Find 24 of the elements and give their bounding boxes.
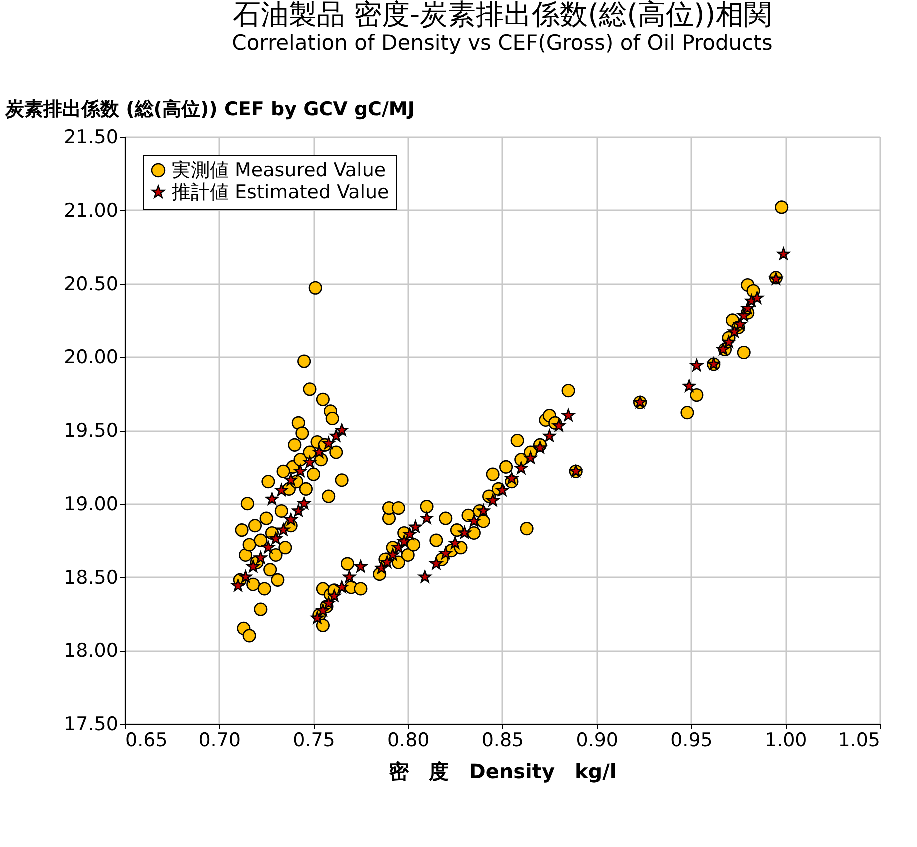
y-tick-label: 18.00 [64, 640, 118, 662]
x-tick-label: 0.80 [387, 730, 430, 752]
y-tick-label: 21.00 [64, 200, 118, 222]
x-tick-label: 0.90 [576, 730, 619, 752]
x-tick-label: 0.85 [482, 730, 524, 752]
y-tick-label: 17.50 [64, 714, 118, 736]
y-tick-label: 19.00 [64, 493, 118, 516]
x-tick-label: 0.95 [670, 730, 713, 752]
chart-title: 石油製品 密度-炭素排出係数(総(高位))相関 [233, 0, 772, 31]
x-tick-label: 0.75 [293, 730, 336, 752]
legend-label: 実測値 Measured Value [172, 160, 386, 182]
x-axis-title: 密 度 Density kg/l [389, 760, 617, 784]
legend-label: 推計値 Estimated Value [172, 182, 390, 204]
x-tick-label: 1.05 [838, 730, 880, 752]
y-tick-label: 21.50 [64, 126, 118, 148]
chart-subtitle: Correlation of Density vs CEF(Gross) of Oil Products [232, 31, 773, 55]
y-tick-label: 18.50 [64, 566, 118, 589]
x-tick-label: 1.00 [764, 730, 808, 752]
x-tick-label: 0.65 [126, 730, 168, 752]
y-tick-label: 19.50 [64, 420, 118, 442]
x-tick-label: 0.70 [198, 730, 242, 752]
y-axis-title: 炭素排出係数 (総(高位)) CEF by GCV gC/MJ [4, 98, 415, 120]
y-tick-label: 20.00 [64, 346, 118, 369]
y-tick-label: 20.50 [64, 273, 118, 296]
